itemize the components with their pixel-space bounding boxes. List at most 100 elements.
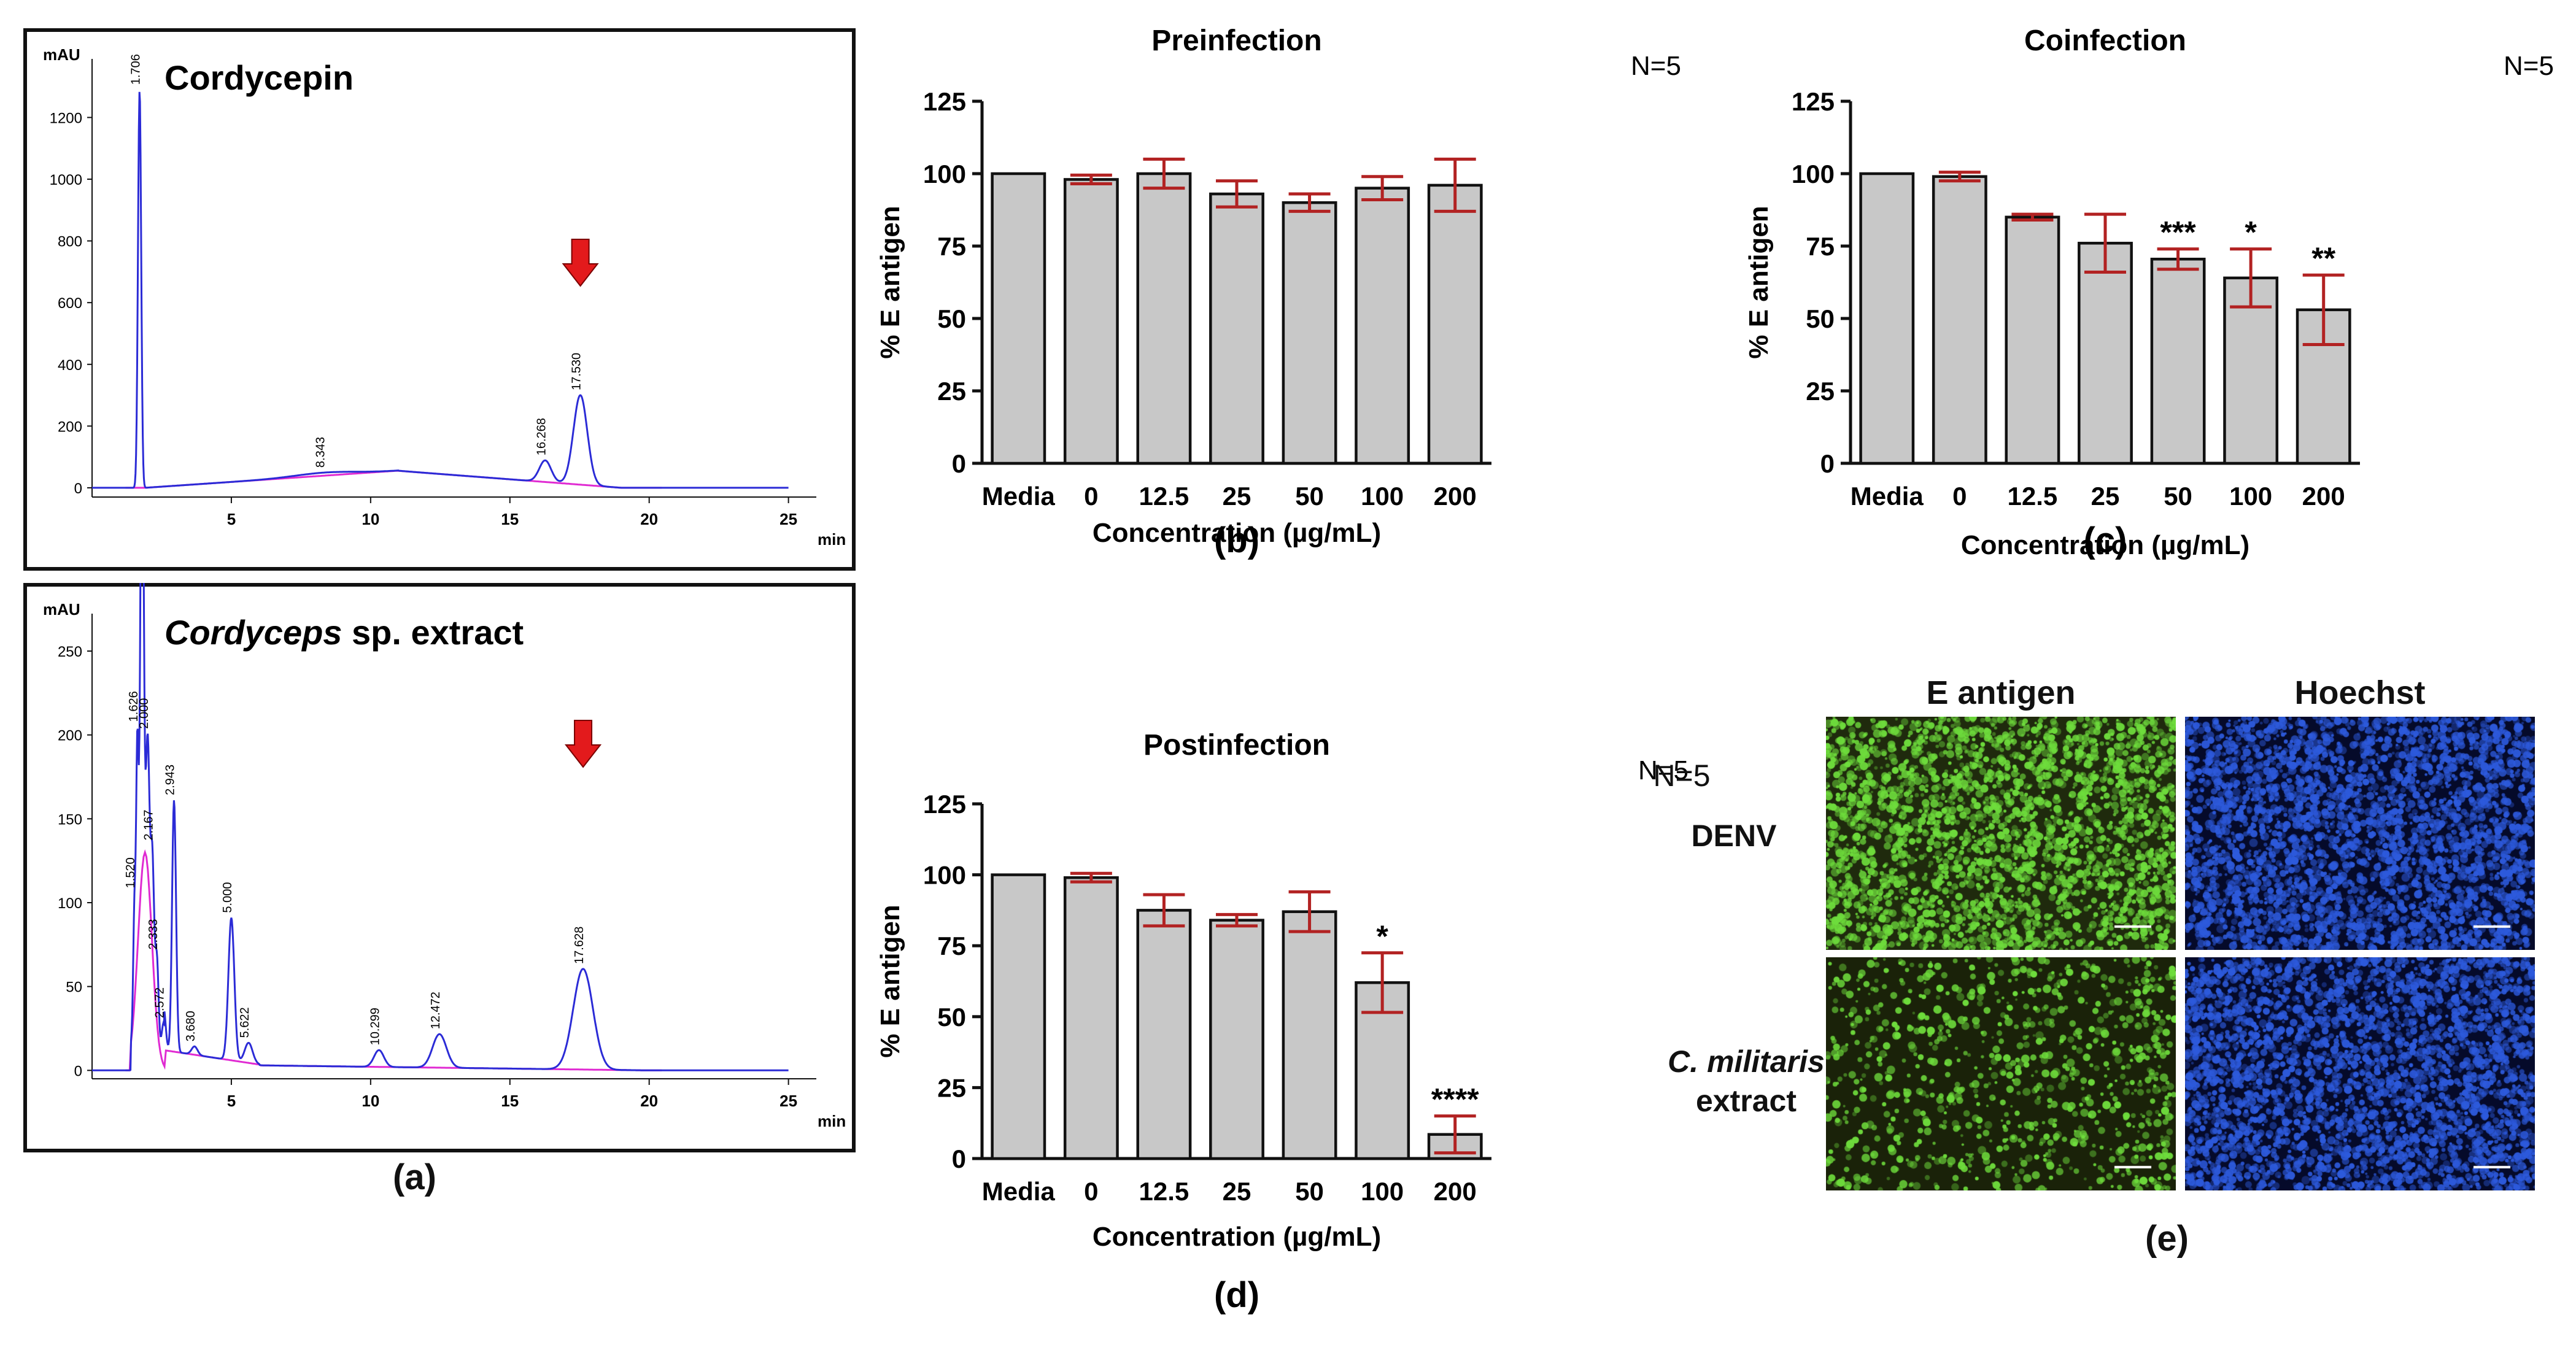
row-label-denv: DENV bbox=[1691, 819, 1777, 853]
bar bbox=[1063, 178, 1119, 465]
y-tick-label: 50 bbox=[1806, 304, 1835, 333]
peak-label: 2.167 bbox=[142, 809, 155, 840]
y-tick-label: 125 bbox=[923, 87, 966, 116]
x-tick-label: 25 bbox=[779, 1092, 797, 1110]
x-axis-unit: min bbox=[818, 1112, 846, 1130]
y-tick-label: 75 bbox=[937, 932, 966, 960]
x-tick-label: 25 bbox=[2091, 482, 2120, 511]
x-tick-label: 50 bbox=[2164, 482, 2192, 511]
y-tick-label: 200 bbox=[58, 728, 82, 744]
bar bbox=[2078, 242, 2133, 465]
significance-marker: * bbox=[2245, 215, 2257, 250]
x-tick-label: 200 bbox=[2302, 482, 2345, 511]
arrow-icon bbox=[564, 720, 602, 768]
x-tick-label: Media bbox=[1851, 482, 1924, 511]
x-tick-label: 50 bbox=[1295, 482, 1324, 511]
significance-marker: ** bbox=[2311, 241, 2335, 276]
x-axis-label: Concentration (µg/mL) bbox=[1093, 1222, 1381, 1252]
peak-label: 16.268 bbox=[535, 418, 548, 455]
bar bbox=[1136, 909, 1192, 1160]
y-tick-label: 50 bbox=[937, 1003, 966, 1032]
peak-label: 2.572 bbox=[153, 987, 167, 1018]
bar bbox=[1209, 919, 1264, 1160]
y-tick-label: 100 bbox=[58, 895, 82, 912]
y-tick-label: 250 bbox=[58, 644, 82, 660]
arrow-icon bbox=[562, 239, 599, 287]
y-tick-label: 200 bbox=[58, 418, 82, 435]
x-axis-label: Concentration (µg/mL) bbox=[1093, 518, 1381, 548]
peak-label: 17.628 bbox=[573, 927, 586, 964]
x-tick-label: Media bbox=[982, 1177, 1056, 1206]
bar bbox=[1209, 192, 1264, 465]
micrograph-extract-e-antigen bbox=[1826, 957, 2176, 1190]
bar bbox=[2150, 257, 2206, 465]
y-tick-label: 125 bbox=[1792, 87, 1835, 116]
bar bbox=[2005, 215, 2060, 465]
x-tick-label: Media bbox=[982, 482, 1056, 511]
y-tick-label: 25 bbox=[937, 1073, 966, 1102]
row-label-c-militaris-italic: C. militaris bbox=[1668, 1044, 1825, 1079]
y-tick-label: 25 bbox=[1806, 377, 1835, 406]
y-tick-label: 100 bbox=[923, 160, 966, 188]
x-tick-label: 12.5 bbox=[2008, 482, 2058, 511]
peak-label: 17.530 bbox=[570, 353, 584, 390]
chromatogram-cordycepin: mAU min 0 200 400 600 800 1000 1200 5 10 15 20 25 Cord… bbox=[23, 28, 856, 571]
x-tick-label: 20 bbox=[640, 510, 658, 528]
x-tick-label: 25 bbox=[1223, 482, 1251, 511]
bar bbox=[1859, 172, 1915, 465]
y-tick-label: 400 bbox=[58, 357, 82, 374]
peak-label: 2.000 bbox=[137, 698, 151, 729]
x-tick-label: 0 bbox=[1084, 1177, 1098, 1206]
chart-title: Preinfection bbox=[1151, 25, 1321, 57]
bar-chart-coinfection: Coinfection N=5 0 25 50 75 100 125 % E antigen Me… bbox=[1744, 25, 2554, 560]
x-tick-label: 0 bbox=[1084, 482, 1098, 511]
x-tick-label: 100 bbox=[2229, 482, 2272, 511]
n-label: N=5 bbox=[2504, 51, 2554, 81]
y-tick-label: 0 bbox=[1820, 449, 1835, 478]
y-tick-label: 150 bbox=[58, 811, 82, 828]
n-label: N=5 bbox=[1638, 755, 1688, 785]
chart-title: Coinfection bbox=[2024, 25, 2186, 57]
x-tick-label: 100 bbox=[1361, 482, 1404, 511]
signal-trace bbox=[92, 583, 789, 1071]
row-label-c-militaris: C. militaris extract bbox=[1657, 1042, 1835, 1120]
y-tick-label: 125 bbox=[923, 790, 966, 819]
x-tick-label: 10 bbox=[362, 510, 379, 528]
peak-label: 1.520 bbox=[124, 857, 137, 888]
title-rest: sp. extract bbox=[342, 613, 524, 652]
bar-chart-postinfection: Postinfection N=5 0 25 50 75 100 125 % E antigen… bbox=[875, 729, 1688, 1315]
x-tick-label: 12.5 bbox=[1139, 482, 1189, 511]
x-tick-label: 15 bbox=[501, 1092, 519, 1110]
y-axis-unit: mAU bbox=[43, 600, 80, 619]
chromatogram-frame bbox=[23, 583, 856, 1152]
panel-label: (d) bbox=[1214, 1275, 1259, 1315]
x-tick-label: 25 bbox=[779, 510, 797, 528]
x-tick-label: 5 bbox=[227, 1092, 236, 1110]
peak-label: 5.622 bbox=[238, 1007, 252, 1038]
bar bbox=[991, 873, 1046, 1160]
y-tick-label: 0 bbox=[74, 1063, 82, 1079]
x-tick-label: 200 bbox=[1434, 1177, 1477, 1206]
n-label-e: N=5 bbox=[1653, 758, 1711, 793]
panel-label-a: (a) bbox=[393, 1157, 436, 1197]
y-tick-label: 600 bbox=[58, 295, 82, 312]
y-tick-label: 0 bbox=[952, 449, 966, 478]
signal-trace bbox=[92, 91, 789, 489]
bar bbox=[1932, 175, 1987, 465]
bar bbox=[1282, 201, 1337, 465]
peak-label: 3.680 bbox=[184, 1011, 198, 1041]
n-label: N=5 bbox=[1631, 51, 1681, 81]
y-tick-label: 75 bbox=[1806, 232, 1835, 261]
x-axis-unit: min bbox=[818, 530, 846, 549]
y-tick-label: 100 bbox=[1792, 160, 1835, 188]
bar bbox=[1063, 876, 1119, 1160]
micrograph-extract-hoechst bbox=[2185, 957, 2535, 1190]
chromatogram-cordyceps-extract: mAU min 0 50 100 150 200 250 5 10 15 20 25 Cordyceps … bbox=[23, 583, 856, 1152]
significance-marker: *** bbox=[2160, 215, 2196, 250]
chromatogram-title: Cordyceps sp. extract bbox=[164, 613, 524, 652]
y-tick-label: 100 bbox=[923, 861, 966, 890]
y-tick-label: 0 bbox=[952, 1144, 966, 1173]
y-tick-label: 1000 bbox=[50, 172, 82, 188]
micrograph-denv-hoechst bbox=[2185, 717, 2535, 950]
y-axis-label: % E antigen bbox=[875, 206, 905, 358]
